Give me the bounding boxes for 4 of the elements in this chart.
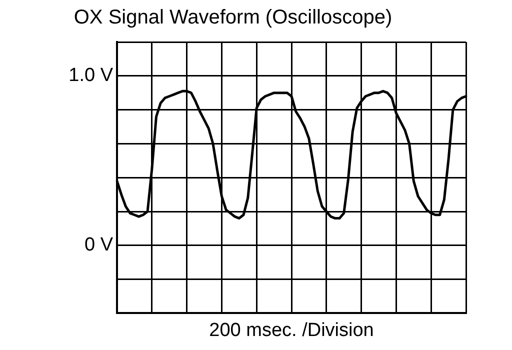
x-axis-title: 200 msec. /Division [209, 320, 374, 341]
y-tick-label: 1.0 V [68, 65, 114, 86]
chart-title: OX Signal Waveform (Oscilloscope) [74, 6, 392, 29]
y-tick-label: 0 V [84, 234, 114, 256]
